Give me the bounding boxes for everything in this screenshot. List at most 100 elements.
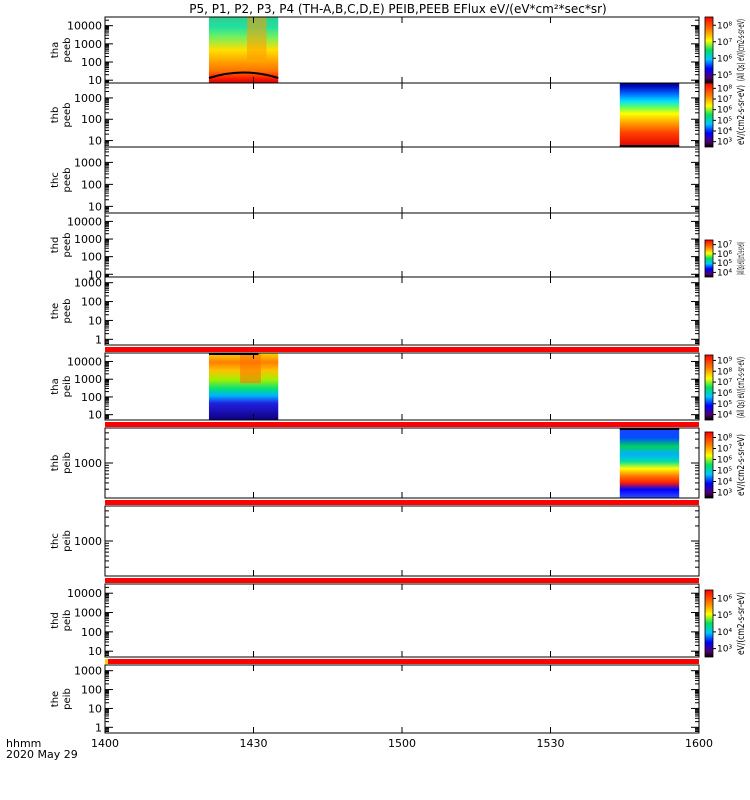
panel-frame <box>104 664 700 734</box>
x-tick-label: 1500 <box>388 737 416 750</box>
panel-frame <box>104 212 700 278</box>
y-tick-label: 1000 <box>74 373 102 386</box>
y-tick-label: 100 <box>81 178 102 191</box>
panel-probe-label: thb <box>50 455 61 472</box>
colorbar-tick-label: 10⁷ <box>717 241 732 251</box>
separator-bar <box>105 659 699 664</box>
spectrogram-block <box>619 83 680 147</box>
y-tick-label: 10000 <box>67 355 102 368</box>
y-tick-label: 1000 <box>74 233 102 246</box>
x-tick-label: 1600 <box>685 737 713 750</box>
panel-instrument-label: peib <box>62 530 73 552</box>
colorbar-tick-label: 10⁵ <box>717 467 732 477</box>
panel-frame <box>104 352 700 421</box>
panel-thc-peib: 1000 thc peib <box>50 505 700 577</box>
y-tick-label: 1000 <box>74 665 102 678</box>
panel-probe-label: tha <box>50 42 61 58</box>
panel-frame <box>104 16 700 84</box>
y-tick-label: 100 <box>81 684 102 697</box>
colorbar-tick-label: 10⁴ <box>717 268 732 278</box>
y-tick-label: 10 <box>88 74 102 87</box>
colorbar-tick-label: 10⁵ <box>717 71 732 81</box>
y-tick-label: 100 <box>81 391 102 404</box>
colorbar-tick-label: 10⁴ <box>717 478 732 488</box>
y-tick-label: 10 <box>88 200 102 213</box>
panel-thd-peib: 10 100 1000 10000 thd peib 10³ 10⁴ 10⁵ 10⁶ eV/(cm2… <box>50 583 747 658</box>
separator-bar <box>105 347 699 352</box>
colorbar-tick-label: 10⁸ <box>717 21 732 31</box>
colorbar-scale <box>704 589 714 658</box>
y-tick-label: 1000 <box>74 92 102 105</box>
panel-probe-label: the <box>50 303 61 319</box>
colorbar-tick-label: 10⁶ <box>717 54 732 64</box>
separator-bar <box>105 578 699 583</box>
panel-probe-label: the <box>50 691 61 707</box>
panel-instrument-label: peib <box>62 376 73 398</box>
y-tick-label: 1000 <box>74 607 102 620</box>
panel-the-peeb: 1 10 100 1000 the peeb <box>50 276 700 346</box>
panel-probe-label: thc <box>50 533 61 549</box>
panel-frame <box>104 427 700 499</box>
colorbar-tick-label: 10⁹ <box>717 356 732 366</box>
y-tick-label: 10 <box>88 135 102 148</box>
panel-instrument-label: peib <box>62 610 73 632</box>
flux-enhancement <box>247 17 267 60</box>
colorbar-tick-label: 10⁶ <box>717 456 732 466</box>
y-tick-label: 1000 <box>74 38 102 51</box>
colorbar-scale <box>704 16 714 84</box>
panel-tha-peeb: 10 100 1000 10000 tha peeb 10⁵ 10⁶ 10⁷ 10⁸ (All Qs… <box>50 16 747 87</box>
y-tick-label: 10000 <box>67 587 102 600</box>
x-tick-label: 1400 <box>91 737 119 750</box>
colorbar-tick-label: 10⁷ <box>717 38 732 48</box>
y-tick-label: 100 <box>81 251 102 264</box>
colorbar-label: eV/(cm2-s-sr-eV) <box>736 434 747 496</box>
colorbar-scale <box>704 431 714 499</box>
colorbar-label: eV/(cm2-s-sr-eV) <box>736 85 747 145</box>
flux-enhancement <box>240 353 261 384</box>
colorbar-tick-label: 10⁴ <box>717 127 732 137</box>
colorbar-tick-label: 10³ <box>717 645 732 655</box>
colorbar-tick-label: 10³ <box>717 489 732 499</box>
colorbar-tick-label: 10⁵ <box>717 116 732 126</box>
y-tick-label: 1000 <box>74 156 102 169</box>
colorbar-scale <box>704 82 714 148</box>
y-tick-label: 1 <box>95 333 102 346</box>
colorbar-tick-label: 10⁵ <box>717 400 732 410</box>
colorbar-tick-label: 10⁸ <box>717 367 732 377</box>
panel-probe-label: thd <box>50 612 61 629</box>
panel-instrument-label: peib <box>62 688 73 710</box>
y-tick-label: 100 <box>81 296 102 309</box>
colorbar-label: (All Qs) eV/(cm2-s-sr-eV) <box>736 242 747 275</box>
panel-instrument-label: peib <box>62 452 73 474</box>
separator-bar <box>105 500 699 505</box>
colorbar: 10⁵ 10⁶ 10⁷ 10⁸ (All Qs) eV/(cm2-s-sr-eV) <box>704 16 747 84</box>
colorbar-scale <box>704 354 714 421</box>
figure-title: P5, P1, P2, P3, P4 (TH-A,B,C,D,E) PEIB,P… <box>189 2 606 16</box>
y-tick-label: 1000 <box>74 535 102 548</box>
panel-thc-peeb: 10 100 1000 thc peeb <box>50 146 700 214</box>
y-tick-label: 10 <box>88 409 102 422</box>
colorbar-tick-label: 10⁶ <box>717 106 732 116</box>
panel-instrument-label: peeb <box>62 168 73 193</box>
colorbar-tick-label: 10⁷ <box>717 95 732 105</box>
colorbar-label: (All Qs) eV/(cm2-s-sr-eV) <box>736 19 747 81</box>
spectrogram-block <box>619 428 680 498</box>
x-tick-label: 1430 <box>240 737 268 750</box>
y-tick-label: 100 <box>81 626 102 639</box>
panel-probe-label: thc <box>50 172 61 188</box>
y-tick-label: 1000 <box>74 277 102 290</box>
colorbar-tick-label: 10⁸ <box>717 84 732 94</box>
y-tick-label: 100 <box>81 113 102 126</box>
colorbar: 10³ 10⁴ 10⁵ 10⁶ eV/(cm2-s-sr-eV) <box>704 589 747 658</box>
colorbar-tick-label: 10⁸ <box>717 434 732 444</box>
y-tick-label: 10 <box>88 314 102 327</box>
separator-bar <box>105 422 699 427</box>
colorbar-scale <box>704 239 714 278</box>
colorbar-label: (All Qs) eV/(cm2-s-sr-eV) <box>736 357 747 418</box>
x-tick-label: 1530 <box>537 737 565 750</box>
